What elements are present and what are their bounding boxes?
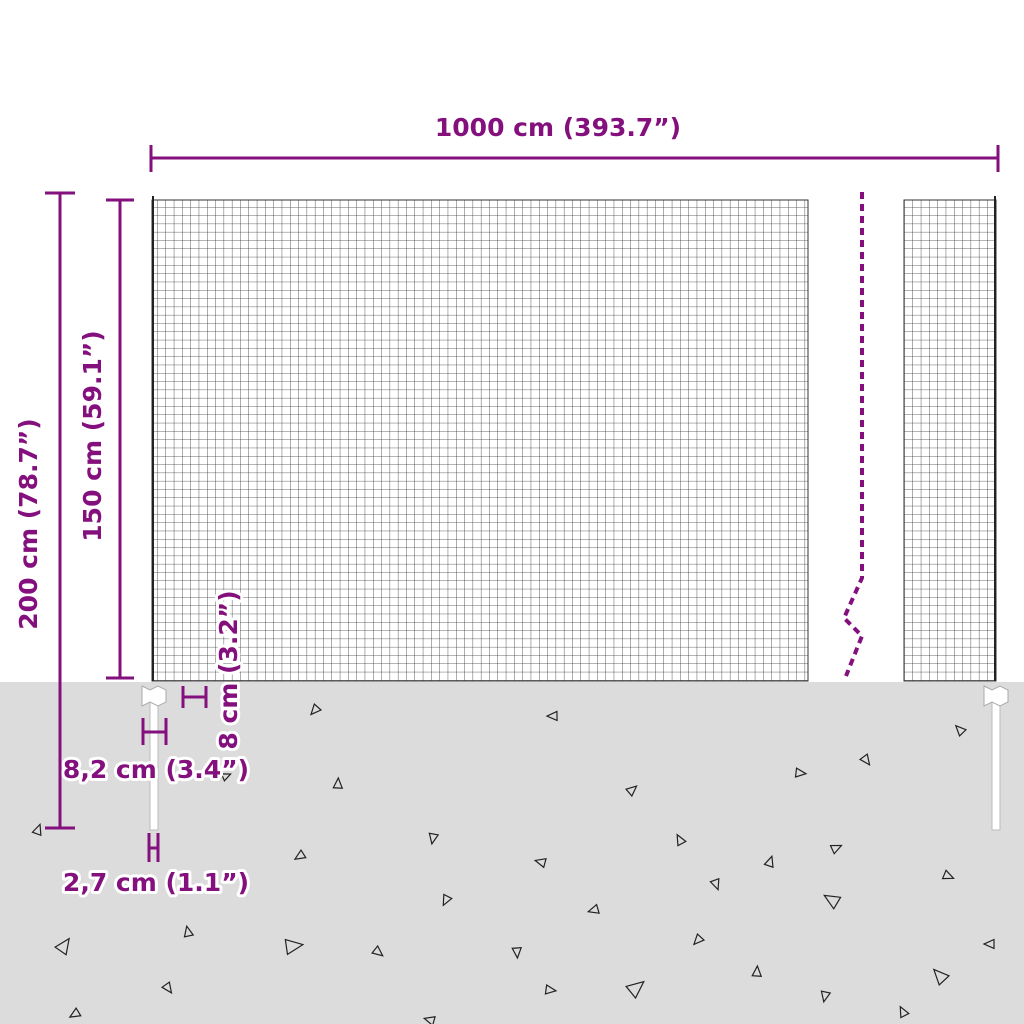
grass-marker (31, 822, 42, 837)
length-label: 1000 cm (393.7”) (435, 113, 681, 142)
grass-marker (68, 1006, 82, 1018)
fence-post-right (983, 685, 1009, 831)
grass-marker (160, 981, 173, 995)
bracket-height-label: 8 cm (3.2”) (214, 590, 243, 749)
grass-marker (794, 767, 808, 778)
mesh-panel-right (903, 199, 997, 682)
fence-post-left (141, 685, 167, 831)
grass-marker (220, 773, 232, 782)
grass-marker (709, 877, 720, 892)
grass-marker (586, 903, 600, 914)
grass-marker (954, 724, 968, 738)
bracket-width-label: 8,2 cm (3.4”) (63, 755, 249, 784)
grass-marker (625, 785, 638, 798)
total-height-label: 200 cm (78.7”) (14, 418, 43, 629)
grass-marker (899, 1005, 910, 1019)
total-height-dimension-line (45, 191, 75, 830)
grass-marker (676, 833, 687, 847)
grass-marker (371, 944, 384, 957)
grass-marker (422, 1016, 436, 1024)
length-dimension-line (149, 145, 1000, 172)
grass-marker (533, 857, 547, 869)
grass-marker (442, 893, 453, 907)
grass-marker (982, 938, 995, 950)
bracket-width-dimension-line (141, 718, 168, 745)
bracket-height-dimension-line (181, 686, 208, 708)
grass-marker (625, 980, 645, 1000)
post-width-dimension-line (147, 833, 160, 862)
grass-marker (823, 894, 842, 910)
post-width-label: 2,7 cm (1.1”) (63, 868, 249, 897)
grass-marker (53, 937, 70, 956)
grass-marker (763, 854, 774, 869)
grass-marker (544, 984, 558, 995)
grass-marker (332, 776, 344, 789)
fence-height-label: 150 cm (59.1”) (78, 330, 107, 541)
grass-marker (820, 990, 832, 1004)
grass-marker (310, 702, 323, 716)
fence-height-dimension-line (106, 198, 134, 680)
ground (0, 682, 1024, 1024)
grass-marker (751, 964, 763, 977)
grass-marker (183, 924, 195, 938)
grass-marker (692, 932, 706, 946)
grass-marker (941, 869, 955, 880)
grass-marker (932, 968, 951, 987)
grass-markers (31, 702, 995, 1024)
grass-marker (511, 947, 523, 960)
grass-marker (545, 710, 558, 722)
grass-marker (428, 832, 440, 846)
break-line (841, 192, 865, 677)
grass-marker (858, 753, 871, 767)
mesh-panel-left (151, 199, 809, 682)
grass-marker (293, 848, 307, 860)
grass-marker (284, 938, 305, 956)
grass-marker (829, 844, 843, 855)
